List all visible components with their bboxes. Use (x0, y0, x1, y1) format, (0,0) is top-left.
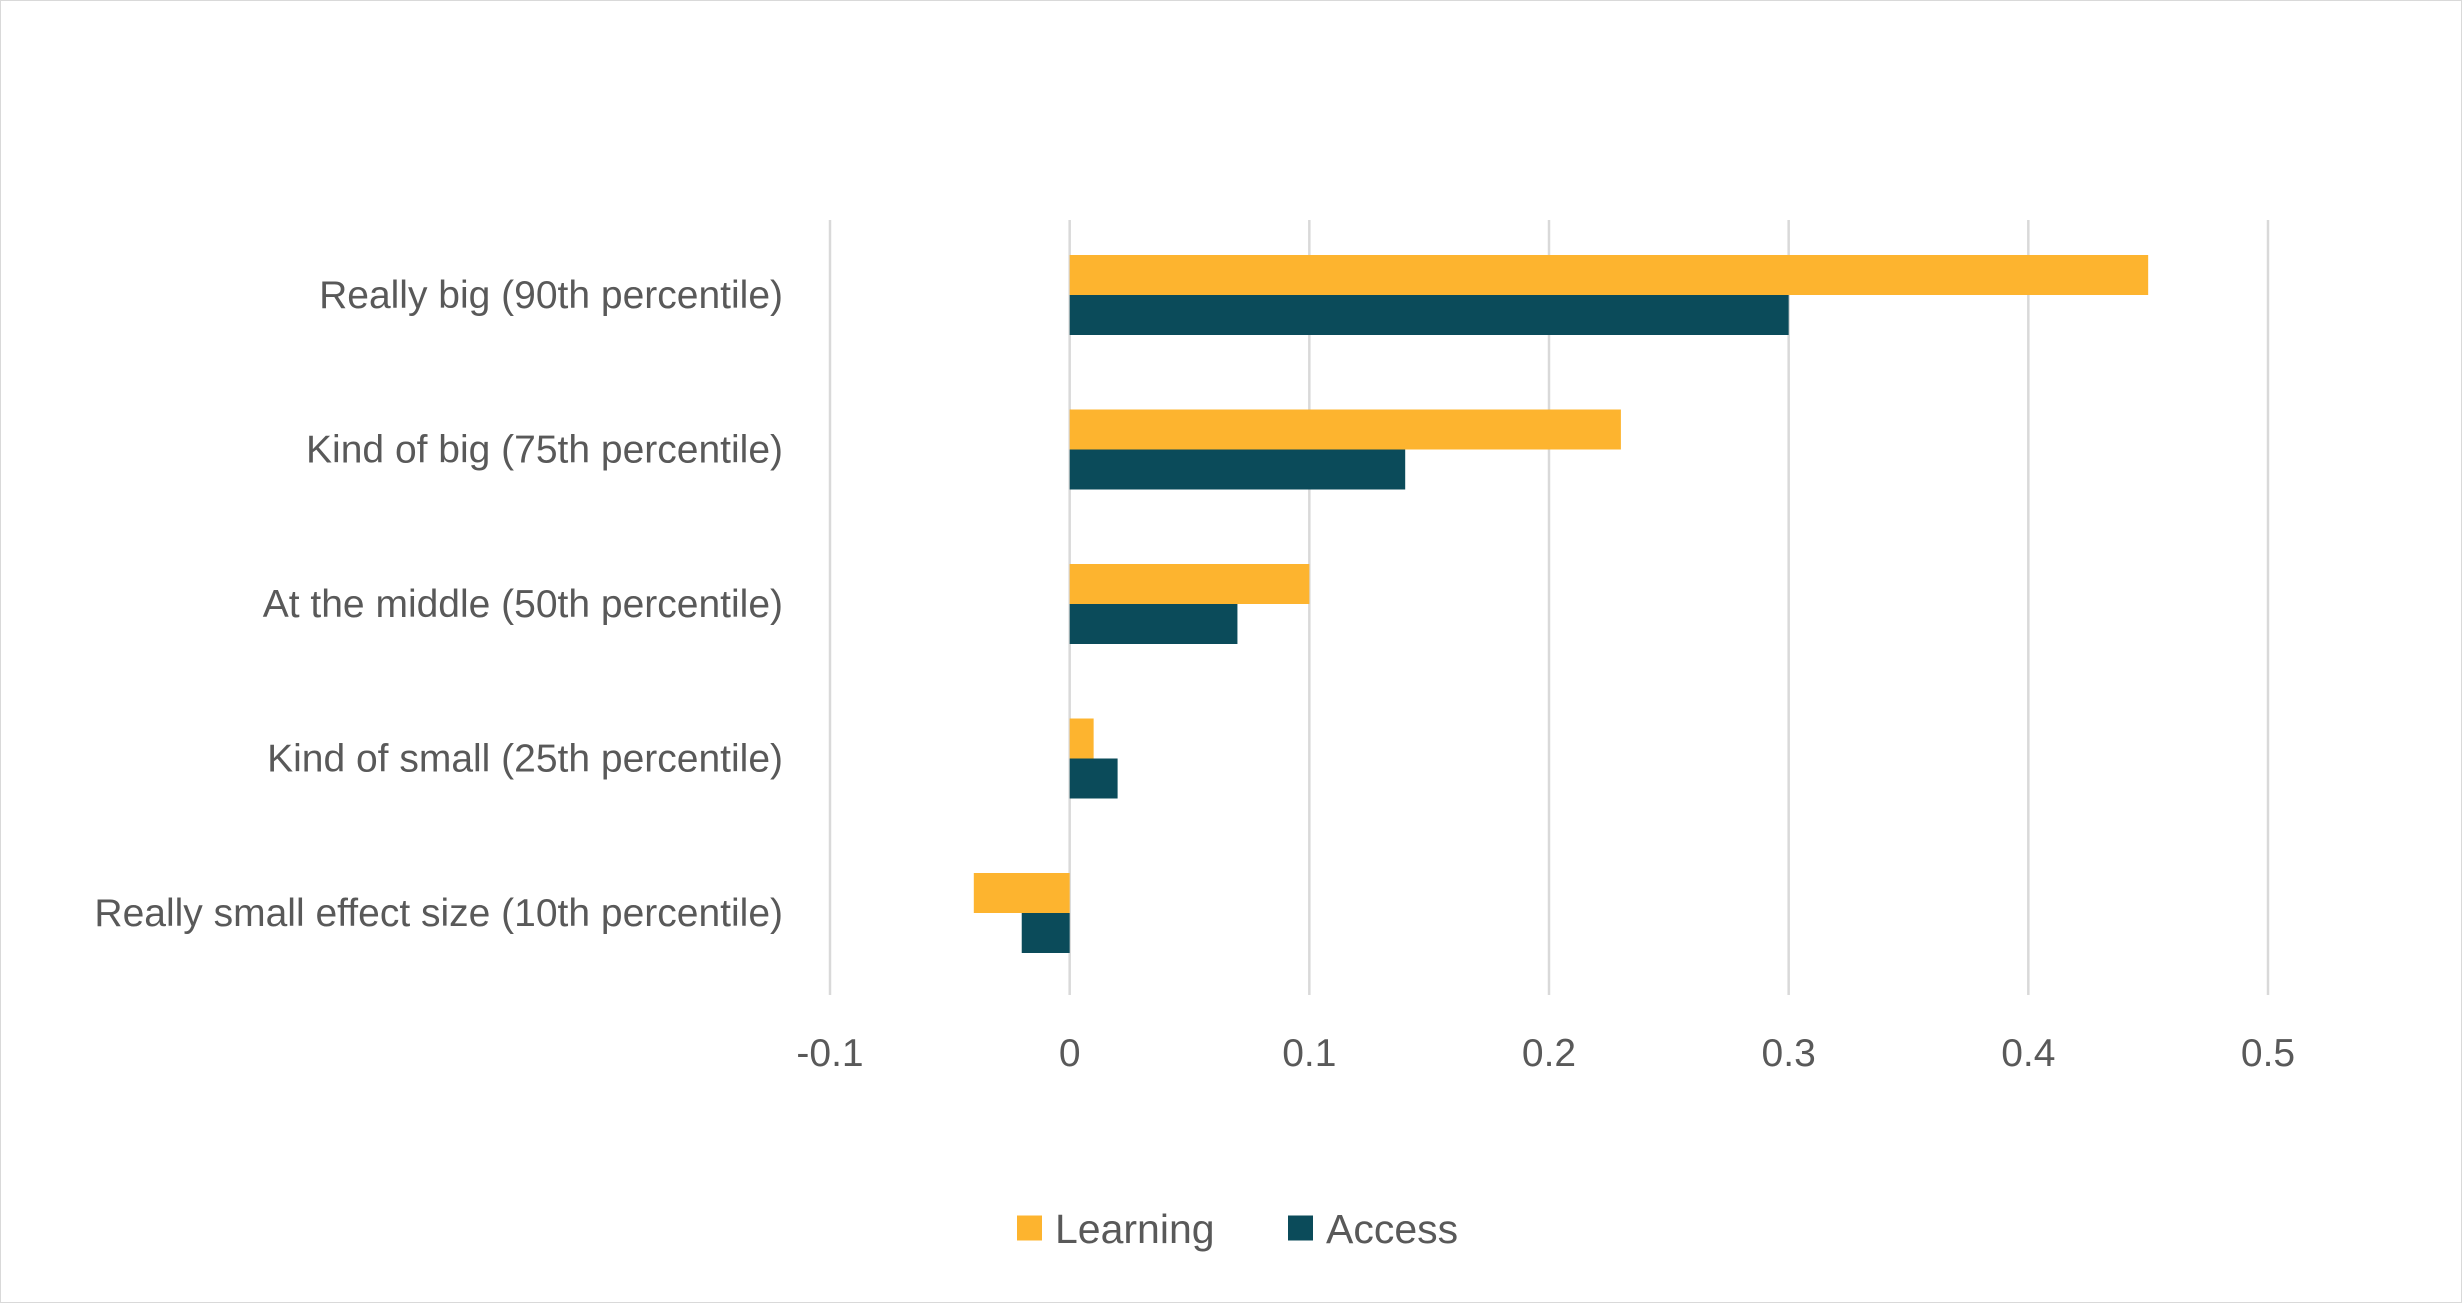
x-tick-label: 0 (1059, 1032, 1081, 1075)
category-labels: Really big (90th percentile) Kind of big … (94, 274, 783, 935)
category-label: Kind of small (25th percentile) (267, 738, 783, 781)
bar-learning-1 (1069, 409, 1621, 450)
legend-label-access: Access (1326, 1206, 1458, 1252)
gridlines (828, 220, 2270, 995)
x-tick-label: 0.1 (1282, 1032, 1336, 1075)
category-label: Really small effect size (10th percentil… (94, 892, 783, 935)
legend-swatch-learning (1017, 1215, 1042, 1241)
legend-label-learning: Learning (1055, 1206, 1215, 1252)
bar-access-2 (1069, 604, 1238, 644)
x-tick-label: 0.2 (1522, 1032, 1576, 1075)
bar-learning-2 (1069, 564, 1310, 604)
x-tick-label: -0.1 (796, 1032, 863, 1075)
bars (973, 255, 2149, 953)
bar-access-4 (1021, 913, 1070, 953)
bar-access-0 (1069, 295, 1789, 335)
category-label: Really big (90th percentile) (319, 274, 783, 317)
bar-learning-3 (1069, 718, 1094, 759)
legend-swatch-access (1288, 1215, 1313, 1241)
x-tick-label: 0.5 (2241, 1032, 2295, 1075)
legend: Learning Access (1017, 1206, 1458, 1252)
bar-access-3 (1069, 758, 1118, 799)
x-tick-label: 0.4 (2001, 1032, 2055, 1075)
bar-access-1 (1069, 449, 1406, 490)
bar-learning-0 (1069, 255, 2149, 295)
x-tick-label: 0.3 (1762, 1032, 1816, 1075)
bar-learning-4 (973, 873, 1070, 913)
x-tick-labels: -0.1 0 0.1 0.2 0.3 0.4 0.5 (796, 1032, 2295, 1075)
category-label: At the middle (50th percentile) (263, 583, 783, 626)
category-label: Kind of big (75th percentile) (306, 429, 783, 472)
